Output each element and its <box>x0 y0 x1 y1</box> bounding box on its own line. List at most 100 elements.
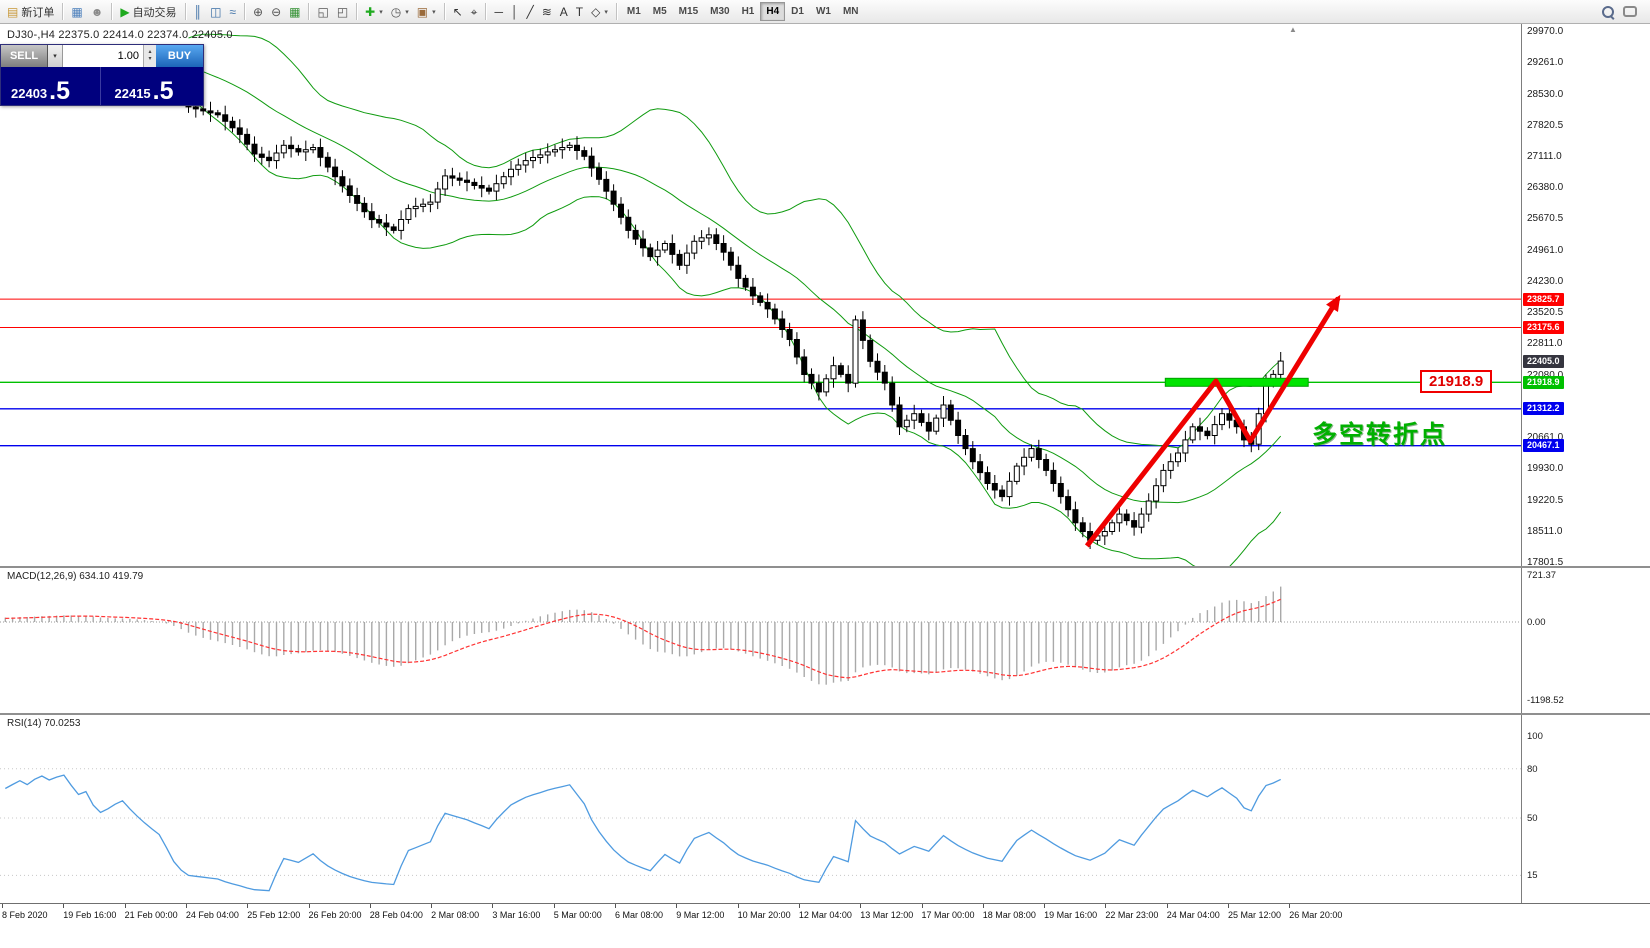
stepper-up-icon[interactable]: ▴ <box>148 49 152 56</box>
zoom-in-button[interactable]: ⊕ <box>250 2 266 22</box>
time-axis-label: 25 Feb 12:00 <box>247 910 301 920</box>
dropdown-arrow-icon: ▾ <box>405 8 409 16</box>
panel-splitter[interactable] <box>0 713 1650 715</box>
search-icon[interactable] <box>1601 5 1615 19</box>
timeframe-mn[interactable]: MN <box>842 6 859 17</box>
grid-button[interactable]: ▦ <box>286 2 303 22</box>
volume-stepper[interactable]: ▴ ▾ <box>143 45 156 67</box>
rsi-line <box>4 774 1281 892</box>
price-chart[interactable] <box>0 24 1521 566</box>
price-axis-label: 29970.0 <box>1527 26 1564 37</box>
time-tick <box>492 904 494 908</box>
volume-dropdown[interactable]: ▾ <box>48 45 63 67</box>
price-axis[interactable]: 29970.0 29261.0 28530.0 27820.5 27111.0 26380… <box>1521 24 1650 568</box>
price-axis-label: 19220.5 <box>1527 494 1564 506</box>
rsi-header: RSI(14) 70.0253 <box>7 718 81 729</box>
rsi-axis-label: 50 <box>1527 813 1538 824</box>
toolbar-separator <box>615 3 617 20</box>
time-axis-label: 2 Mar 08:00 <box>431 910 480 920</box>
price-tag: 20467.1 <box>1523 439 1564 453</box>
support-highlight-annotation[interactable] <box>1164 377 1309 387</box>
timeframe-h4[interactable]: H4 <box>760 2 786 21</box>
cursor-button[interactable]: ↖ <box>450 2 466 22</box>
timeframe-h1[interactable]: H1 <box>741 6 755 17</box>
tile-windows-button[interactable]: ◱ <box>314 2 331 22</box>
price-axis-label: 25670.5 <box>1527 213 1564 225</box>
symbol-ohlc-header: DJ30-,H4 22375.0 22414.0 22374.0 22405.0 <box>7 29 233 41</box>
bollinger-middle <box>188 65 1282 504</box>
vertical-line-icon: │ <box>510 4 519 19</box>
time-axis-label: 12 Mar 04:00 <box>798 910 852 920</box>
time-axis-label: 18 Mar 08:00 <box>982 910 1036 920</box>
timeframe-m5[interactable]: M5 <box>652 6 667 17</box>
autotrading-button[interactable]: ▶ 自动交易 <box>117 2 179 22</box>
price-axis-label: 22811.0 <box>1527 338 1563 350</box>
templates-button[interactable]: ▣ ▾ <box>414 2 439 22</box>
rsi-axis[interactable]: 100 80 50 15 <box>1521 715 1650 903</box>
chart-window-button[interactable]: ▦ <box>68 2 85 22</box>
time-tick <box>124 904 126 908</box>
cascade-windows-button[interactable]: ◰ <box>334 2 351 22</box>
macd-axis[interactable]: 721.37 0.00 -1198.52 <box>1521 568 1650 713</box>
time-axis-label: 6 Mar 08:00 <box>615 910 664 920</box>
price-axis-label: 24961.0 <box>1527 244 1564 256</box>
candle-chart-button[interactable]: ◫ <box>207 2 224 22</box>
time-tick <box>860 904 862 908</box>
periods-button[interactable]: ◷ ▾ <box>388 2 412 22</box>
indicators-button[interactable]: ✚ ▾ <box>362 2 386 22</box>
volume-input[interactable]: 1.00 <box>63 45 143 67</box>
time-axis-label: 21 Feb 00:00 <box>124 910 178 920</box>
bar-chart-icon: ║ <box>193 4 203 19</box>
line-chart-button[interactable]: ≈ <box>226 2 239 22</box>
time-tick <box>1166 904 1168 908</box>
macd-indicator[interactable] <box>0 568 1521 713</box>
time-axis-label: 25 Mar 12:00 <box>1228 910 1282 920</box>
stepper-down-icon[interactable]: ▾ <box>148 56 152 62</box>
timeframe-m30[interactable]: M30 <box>710 6 730 17</box>
sell-price-main: 22403 <box>11 86 48 101</box>
text-button[interactable]: A <box>557 2 571 22</box>
price-axis-label: 19930.0 <box>1527 463 1564 475</box>
timeframe-d1[interactable]: D1 <box>791 6 804 17</box>
one-click-trade-panel: SELL ▾ 1.00 ▴ ▾ BUY 22403.5 22415.5 <box>0 44 204 106</box>
autotrading-button-label: 自动交易 <box>132 6 177 19</box>
sell-button[interactable]: SELL <box>1 45 48 67</box>
rsi-indicator[interactable] <box>0 715 1521 903</box>
price-callout-label[interactable]: 21918.9 <box>1420 370 1493 393</box>
time-tick <box>798 904 800 908</box>
profiles-button[interactable]: ☻ <box>88 2 107 22</box>
new-order-button[interactable]: ▤ 新订单 <box>4 2 57 22</box>
buy-price-main: 22415 <box>114 86 151 101</box>
fibonacci-button[interactable]: ≋ <box>539 2 555 22</box>
buy-price[interactable]: 22415.5 <box>99 67 204 105</box>
trendline-button[interactable]: ╱ <box>523 2 536 22</box>
chevron-down-icon: ▾ <box>53 53 57 60</box>
text-label-button[interactable]: T <box>573 2 586 22</box>
toolbar-separator <box>62 3 64 20</box>
zoom-out-button[interactable]: ⊖ <box>268 2 284 22</box>
macd-signal-line <box>5 598 1281 679</box>
crosshair-button[interactable]: ⌖ <box>468 2 481 22</box>
time-axis[interactable]: 8 Feb 2020 19 Feb 16:00 21 Feb 00:00 24 Feb… <box>0 903 1650 929</box>
time-tick <box>63 904 65 908</box>
chat-icon[interactable] <box>1623 6 1637 17</box>
chart-shift-marker-icon[interactable]: ▲ <box>1289 25 1297 34</box>
vertical-line-button[interactable]: │ <box>508 2 522 22</box>
fibonacci-icon: ≋ <box>541 4 552 19</box>
sell-price[interactable]: 22403.5 <box>1 67 100 105</box>
timeframe-w1[interactable]: W1 <box>815 6 831 17</box>
trend-arrow-annotation[interactable] <box>1084 294 1341 548</box>
rsi-axis-label: 100 <box>1527 731 1543 742</box>
time-axis-label: 17 Mar 00:00 <box>921 910 975 920</box>
crosshair-icon: ⌖ <box>470 4 478 19</box>
pivot-annotation-text[interactable]: 多空转折点 <box>1312 421 1448 449</box>
timeframe-m15[interactable]: M15 <box>678 6 699 17</box>
timeframe-m1[interactable]: M1 <box>626 6 641 17</box>
panel-splitter[interactable] <box>0 566 1650 568</box>
bar-chart-button[interactable]: ║ <box>191 2 206 22</box>
chart-window-icon: ▦ <box>71 4 83 19</box>
time-axis-label: 26 Mar 20:00 <box>1289 910 1343 920</box>
horizontal-line-button[interactable]: ─ <box>491 2 506 22</box>
shapes-button[interactable]: ◇ ▾ <box>588 2 611 22</box>
buy-button[interactable]: BUY <box>156 45 203 67</box>
